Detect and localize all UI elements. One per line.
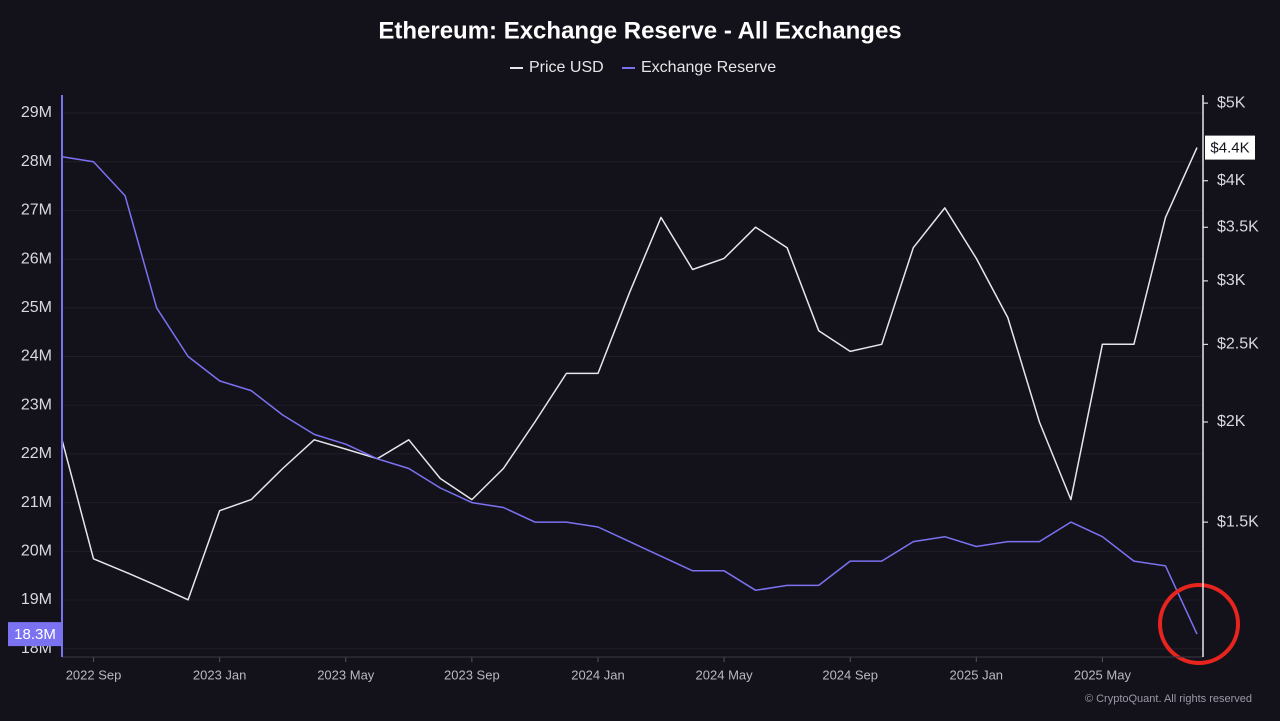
y2-tick-label: $5K	[1217, 94, 1246, 111]
y-tick-label: 27M	[21, 202, 52, 219]
value-label-box	[8, 622, 62, 647]
chart-title: Ethereum: Exchange Reserve - All Exchang…	[378, 17, 901, 44]
series-line	[61, 156, 1198, 635]
highlight-circle	[1158, 583, 1240, 665]
legend-label: Price USD	[529, 59, 604, 76]
y-tick-label: 20M	[21, 543, 52, 560]
y-tick-label: 19M	[21, 591, 52, 608]
y-tick-label: 23M	[21, 396, 52, 413]
legend-label: Exchange Reserve	[641, 59, 776, 76]
y-tick-label: 28M	[21, 153, 52, 170]
y-tick-label: 24M	[21, 348, 52, 365]
y-tick-label: 21M	[21, 494, 52, 511]
credit: © CryptoQuant. All rights reserved	[1085, 693, 1252, 705]
series-line	[61, 147, 1198, 601]
value-label-box	[1205, 135, 1255, 160]
x-tick-label: 2024 May	[696, 667, 754, 682]
y2-tick-label: $4K	[1217, 172, 1246, 189]
x-tick-label: 2023 Jan	[193, 667, 247, 682]
x-tick-label: 2023 May	[317, 667, 375, 682]
y2-tick-label: $3K	[1217, 272, 1246, 289]
x-tick-label: 2023 Sep	[444, 667, 500, 682]
y-tick-label: 22M	[21, 445, 52, 462]
x-tick-label: 2022 Sep	[66, 667, 122, 682]
y-tick-label: 26M	[21, 250, 52, 267]
x-tick-label: 2024 Sep	[822, 667, 878, 682]
x-tick-label: 2025 May	[1074, 667, 1132, 682]
value-label: 18.3M	[14, 626, 56, 643]
value-label: $4.4K	[1210, 140, 1249, 157]
y2-tick-label: $2.5K	[1217, 336, 1259, 353]
x-tick-label: 2025 Jan	[950, 667, 1004, 682]
y-tick-label: 25M	[21, 299, 52, 316]
y-tick-label: 29M	[21, 104, 52, 121]
y2-tick-label: $3.5K	[1217, 218, 1259, 235]
y2-tick-label: $1.5K	[1217, 513, 1259, 530]
x-tick-label: 2024 Jan	[571, 667, 625, 682]
y2-tick-label: $2K	[1217, 413, 1246, 430]
